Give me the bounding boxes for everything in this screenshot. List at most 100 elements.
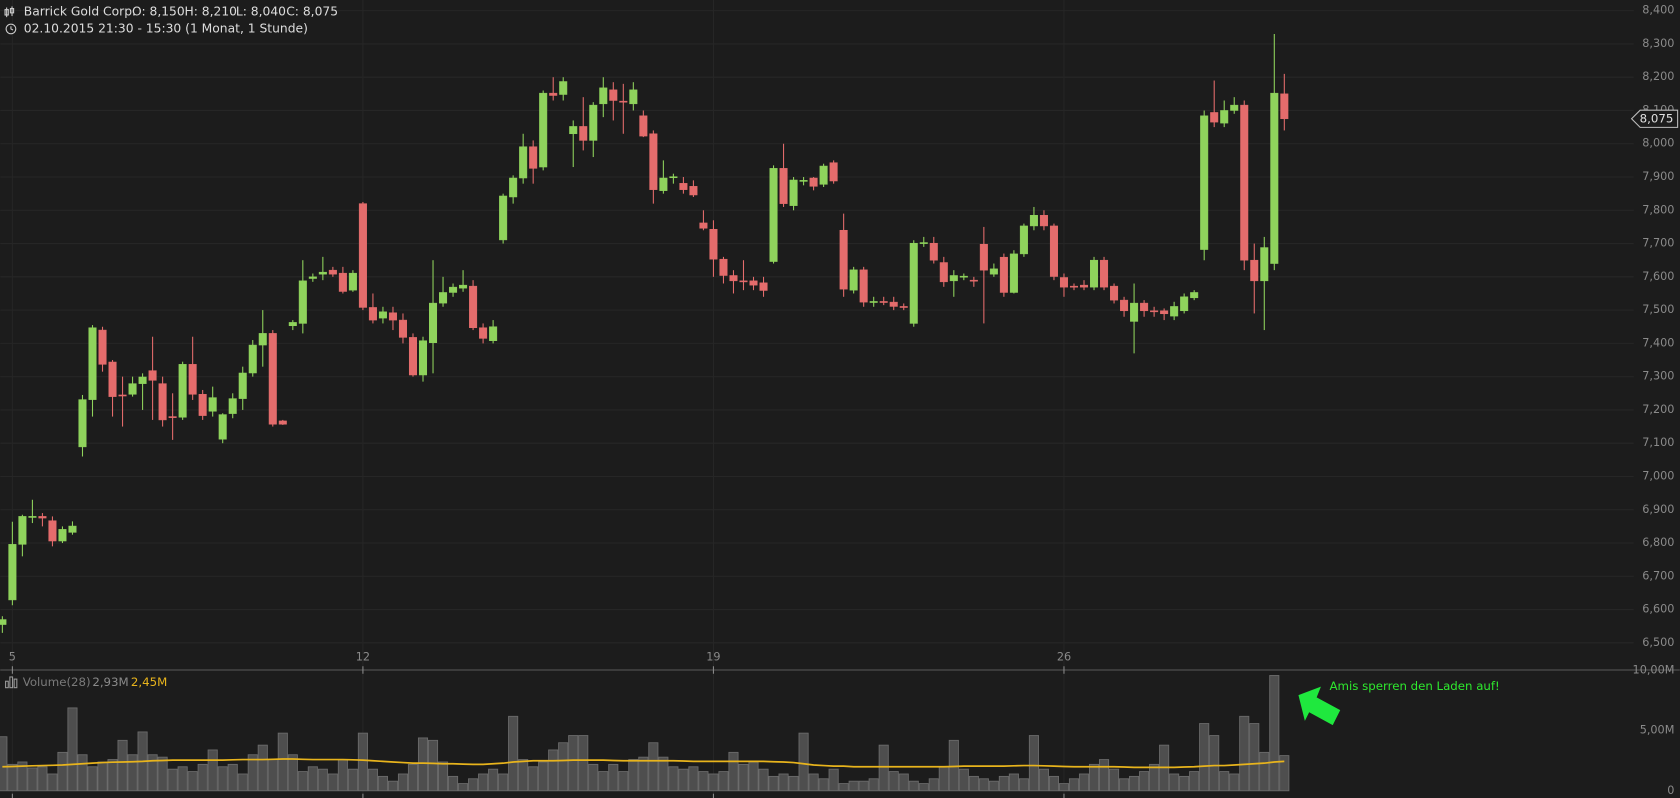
- candle-body: [1220, 110, 1229, 124]
- volume-bar: [1129, 775, 1140, 792]
- candle-body: [449, 286, 458, 293]
- volume-bar: [648, 742, 659, 792]
- volume-bar: [608, 763, 619, 792]
- ohlc-low: L: 8,040: [236, 4, 286, 18]
- candle-body: [28, 516, 37, 518]
- volume-bar: [788, 775, 799, 792]
- volume-bar: [488, 768, 499, 792]
- y-tick-label: 10,00M: [1633, 664, 1675, 677]
- candle-body: [208, 397, 217, 412]
- volume-bar: [1199, 723, 1210, 792]
- y-tick-label: 7,400: [1642, 336, 1674, 349]
- candle-body: [649, 133, 658, 190]
- y-tick-label: 5,00M: [1640, 724, 1675, 737]
- volume-bar: [448, 775, 459, 792]
- y-tick-label: 8,000: [1642, 137, 1674, 150]
- volume-bar: [778, 773, 789, 792]
- volume-bar: [918, 783, 929, 792]
- candle-body: [1009, 253, 1018, 293]
- volume-bar: [1259, 751, 1270, 792]
- candle-body: [1059, 277, 1068, 288]
- y-tick-label: 6,800: [1642, 536, 1674, 549]
- x-tick-label: 19: [706, 651, 720, 664]
- candle-body: [248, 344, 257, 374]
- candle-body: [849, 269, 858, 291]
- candle-body: [949, 275, 958, 282]
- volume-bar: [207, 749, 218, 792]
- volume-bar: [808, 773, 819, 792]
- candle-body: [188, 364, 197, 395]
- volume-bar: [478, 773, 489, 792]
- candle-body: [439, 292, 448, 304]
- candle-body: [0, 619, 7, 625]
- candle-body: [158, 383, 167, 421]
- candle-body: [1069, 285, 1079, 288]
- volume-bar: [417, 737, 429, 792]
- y-tick-label: 7,000: [1642, 469, 1674, 482]
- candle-body: [1180, 296, 1189, 312]
- x-tick-label: 26: [1057, 651, 1071, 664]
- candle-body: [1019, 225, 1028, 255]
- candle-body: [418, 340, 428, 376]
- volume-bar: [197, 763, 208, 792]
- candle-body: [1039, 215, 1048, 227]
- candle-body: [699, 222, 708, 229]
- candle-body: [368, 307, 377, 321]
- volume-ma-line: [2, 758, 1285, 769]
- candle-body: [999, 256, 1008, 293]
- chart-title: Barrick Gold Corp.: [24, 4, 136, 18]
- candle-body: [489, 326, 498, 341]
- volume-bar: [427, 739, 439, 792]
- candle-body: [659, 177, 668, 191]
- volume-bar: [27, 767, 38, 792]
- candle-body: [338, 272, 347, 292]
- candle-body: [258, 333, 267, 346]
- volume-bar: [1088, 763, 1100, 792]
- candle-body: [298, 280, 307, 324]
- candle-body: [919, 242, 928, 244]
- y-tick-label: 7,800: [1642, 203, 1674, 216]
- candle-body: [759, 282, 768, 291]
- candle-body: [559, 81, 568, 95]
- candle-body: [48, 520, 57, 542]
- candle-body: [859, 269, 868, 303]
- candle-body: [1090, 259, 1099, 288]
- volume-bar: [568, 735, 579, 792]
- y-tick-label: 6,700: [1642, 569, 1674, 582]
- volume-bar: [618, 771, 629, 792]
- candle-body: [539, 92, 548, 168]
- candle-body: [869, 301, 878, 303]
- candle-body: [809, 177, 818, 187]
- ohlc-open: O: 8,150: [132, 4, 185, 18]
- volume-bar: [47, 773, 58, 792]
- volume-bar: [397, 773, 409, 792]
- volume-bar: [1279, 755, 1290, 792]
- volume-bar: [1229, 773, 1240, 792]
- volume-bar: [878, 744, 889, 792]
- volume-bar: [638, 756, 649, 792]
- candle-body: [348, 272, 357, 291]
- volume-bar: [367, 768, 378, 792]
- candle-body: [1250, 259, 1259, 282]
- y-tick-label: 8,300: [1642, 37, 1674, 50]
- candle-body: [18, 516, 27, 545]
- candle-body: [128, 383, 137, 395]
- volume-bar: [738, 763, 749, 792]
- volume-bar: [247, 754, 258, 792]
- candle-body: [549, 92, 558, 96]
- candle-body: [469, 285, 478, 329]
- candle-body: [989, 268, 998, 275]
- volume-bar: [317, 768, 328, 792]
- volume-bar: [708, 773, 719, 792]
- candle-body: [358, 203, 367, 308]
- y-tick-label: 6,500: [1642, 636, 1674, 649]
- volume-bar: [1119, 778, 1130, 792]
- y-tick-label: 0: [1667, 784, 1674, 797]
- candle-body: [408, 337, 418, 376]
- volume-bar: [187, 771, 198, 792]
- last-price-label: 8,075: [1640, 111, 1674, 125]
- volume-bar: [297, 771, 308, 792]
- candle-body: [429, 302, 438, 343]
- volume-bar: [548, 749, 559, 792]
